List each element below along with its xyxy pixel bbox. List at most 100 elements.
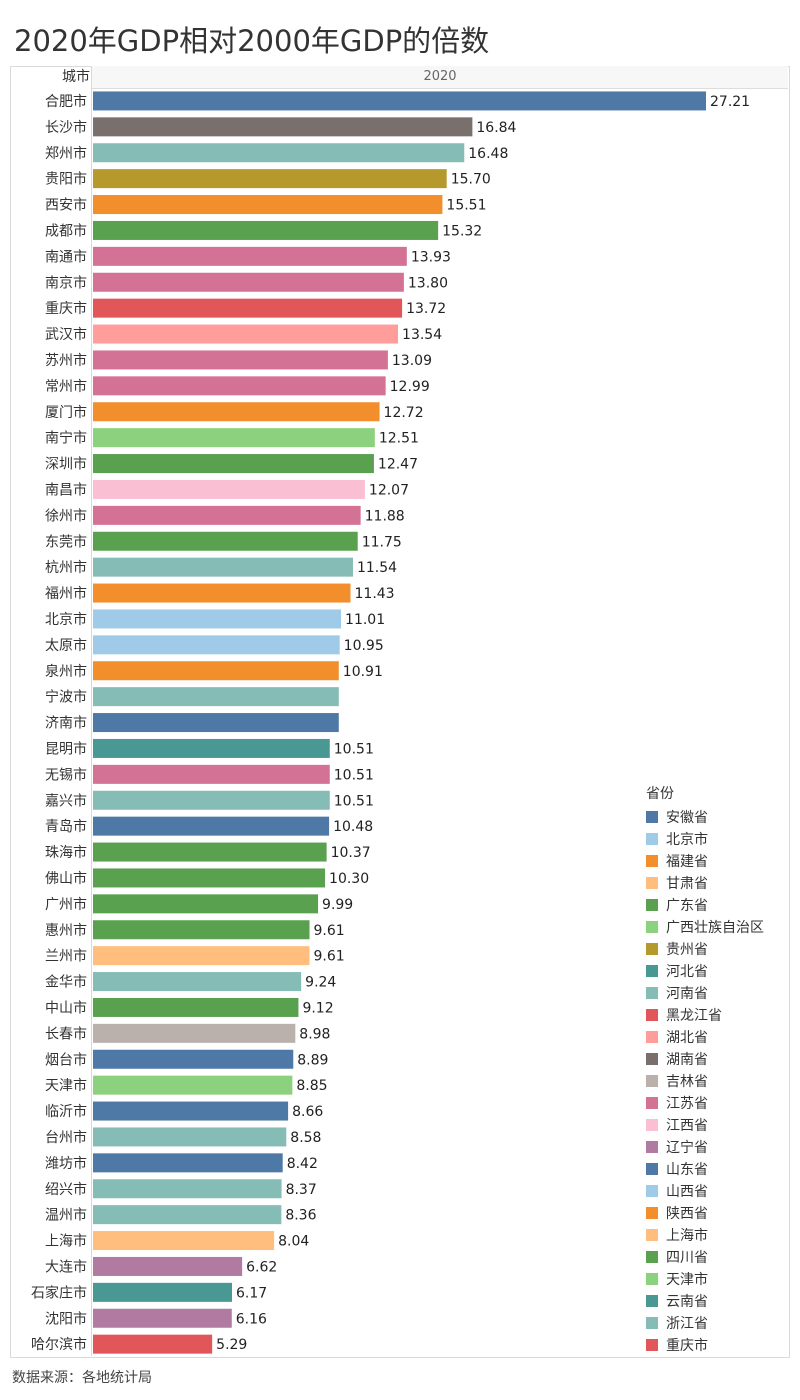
legend-swatch xyxy=(646,1009,658,1021)
legend-item[interactable]: 陕西省 xyxy=(646,1202,764,1224)
city-label: 深圳市 xyxy=(45,456,87,473)
legend-label: 上海市 xyxy=(666,1228,708,1244)
legend-item[interactable]: 安徽省 xyxy=(646,806,764,828)
legend-item[interactable]: 广东省 xyxy=(646,894,764,916)
bar xyxy=(93,713,339,733)
city-label: 济南市 xyxy=(45,715,87,732)
city-label: 兰州市 xyxy=(45,948,87,965)
city-label: 惠州市 xyxy=(45,922,87,939)
city-label: 珠海市 xyxy=(45,844,87,861)
legend-item[interactable]: 江苏省 xyxy=(646,1092,764,1114)
legend-item[interactable]: 甘肃省 xyxy=(646,872,764,894)
bar xyxy=(93,1127,287,1147)
legend-item[interactable]: 浙江省 xyxy=(646,1312,764,1334)
legend-item[interactable]: 吉林省 xyxy=(646,1070,764,1092)
legend-swatch xyxy=(646,1273,658,1285)
value-label: 8.42 xyxy=(287,1156,318,1172)
city-label: 常州市 xyxy=(45,378,87,395)
legend-item[interactable]: 四川省 xyxy=(646,1246,764,1268)
city-label: 佛山市 xyxy=(45,870,87,887)
legend-swatch xyxy=(646,921,658,933)
bar xyxy=(93,143,465,163)
value-label: 13.09 xyxy=(392,353,432,369)
legend-swatch xyxy=(646,1141,658,1153)
legend-swatch xyxy=(646,899,658,911)
legend-swatch xyxy=(646,1075,658,1087)
value-label: 10.95 xyxy=(344,638,384,654)
city-label: 徐州市 xyxy=(45,507,87,524)
value-label: 10.30 xyxy=(329,871,369,887)
city-label: 杭州市 xyxy=(45,559,87,576)
bar xyxy=(93,842,327,862)
city-label: 宁波市 xyxy=(45,689,87,706)
legend-swatch xyxy=(646,1163,658,1175)
bar xyxy=(93,557,353,577)
column-header: 2020 xyxy=(92,66,788,89)
legend-item[interactable]: 辽宁省 xyxy=(646,1136,764,1158)
legend-label: 陕西省 xyxy=(666,1206,708,1222)
legend-label: 黑龙江省 xyxy=(666,1008,722,1024)
bar xyxy=(93,505,361,525)
legend-label: 云南省 xyxy=(666,1294,708,1310)
legend-item[interactable]: 广西壮族自治区 xyxy=(646,916,764,938)
legend-item[interactable]: 贵州省 xyxy=(646,938,764,960)
bar xyxy=(93,1153,283,1173)
bar xyxy=(93,609,342,629)
legend-item[interactable]: 重庆市 xyxy=(646,1334,764,1356)
value-label: 27.21 xyxy=(710,94,750,110)
bar xyxy=(93,91,706,111)
legend-item[interactable]: 黑龙江省 xyxy=(646,1004,764,1026)
value-label: 10.37 xyxy=(331,845,371,861)
bar xyxy=(93,946,310,966)
city-label: 石家庄市 xyxy=(31,1284,87,1301)
legend-label: 辽宁省 xyxy=(666,1140,708,1156)
legend-item[interactable]: 湖南省 xyxy=(646,1048,764,1070)
city-label: 烟台市 xyxy=(45,1051,87,1068)
legend-swatch xyxy=(646,877,658,889)
legend-item[interactable]: 山西省 xyxy=(646,1180,764,1202)
legend-label: 福建省 xyxy=(666,854,708,870)
legend-item[interactable]: 福建省 xyxy=(646,850,764,872)
bar xyxy=(93,220,439,240)
legend-item[interactable]: 上海市 xyxy=(646,1224,764,1246)
bar xyxy=(93,454,374,474)
legend-item[interactable]: 河北省 xyxy=(646,960,764,982)
legend-item[interactable]: 云南省 xyxy=(646,1290,764,1312)
value-label: 9.12 xyxy=(302,1000,333,1016)
legend-item[interactable]: 山东省 xyxy=(646,1158,764,1180)
city-label: 南通市 xyxy=(45,248,87,265)
bar xyxy=(93,428,375,448)
city-label: 南京市 xyxy=(45,274,87,291)
value-label: 13.80 xyxy=(408,275,448,291)
bar xyxy=(93,635,340,655)
value-label: 6.62 xyxy=(246,1259,277,1275)
value-label: 13.93 xyxy=(411,249,451,265)
legend-swatch xyxy=(646,1229,658,1241)
legend-swatch xyxy=(646,1251,658,1263)
bar xyxy=(93,298,403,318)
legend-label: 山西省 xyxy=(666,1184,708,1200)
city-label: 潍坊市 xyxy=(45,1155,87,1172)
legend-swatch xyxy=(646,1317,658,1329)
city-label: 嘉兴市 xyxy=(45,792,87,809)
legend-item[interactable]: 北京市 xyxy=(646,828,764,850)
legend-item[interactable]: 天津市 xyxy=(646,1268,764,1290)
value-label: 6.17 xyxy=(236,1285,267,1301)
legend-item[interactable]: 湖北省 xyxy=(646,1026,764,1048)
bar xyxy=(93,350,388,370)
value-label: 12.99 xyxy=(390,379,430,395)
bar xyxy=(93,997,299,1017)
legend-item[interactable]: 河南省 xyxy=(646,982,764,1004)
legend-swatch xyxy=(646,855,658,867)
legend-swatch xyxy=(646,1097,658,1109)
value-label: 5.29 xyxy=(216,1337,247,1353)
value-label: 15.70 xyxy=(451,172,491,188)
legend-label: 甘肃省 xyxy=(666,876,708,892)
legend-item[interactable]: 江西省 xyxy=(646,1114,764,1136)
city-label: 昆明市 xyxy=(45,740,87,757)
legend-label: 贵州省 xyxy=(666,942,708,958)
city-label: 合肥市 xyxy=(45,93,87,110)
legend-title: 省份 xyxy=(646,786,674,802)
legend-label: 湖北省 xyxy=(666,1030,708,1046)
